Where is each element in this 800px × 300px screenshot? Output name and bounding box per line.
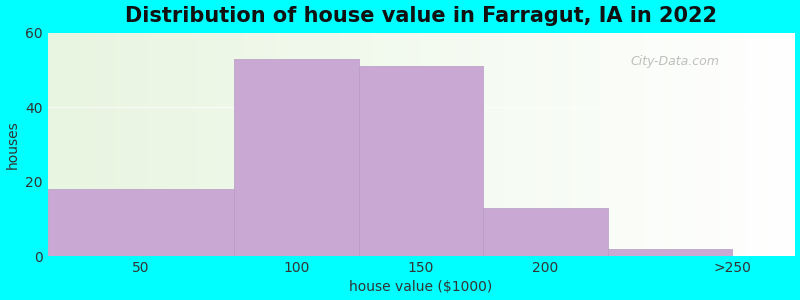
Text: City-Data.com: City-Data.com	[630, 55, 719, 68]
Bar	[608, 249, 732, 256]
X-axis label: house value ($1000): house value ($1000)	[350, 280, 493, 294]
Y-axis label: houses: houses	[6, 120, 19, 169]
Bar	[234, 59, 358, 256]
Title: Distribution of house value in Farragut, IA in 2022: Distribution of house value in Farragut,…	[125, 6, 717, 26]
Bar	[358, 66, 483, 256]
Bar	[483, 208, 608, 256]
Bar	[47, 189, 234, 256]
